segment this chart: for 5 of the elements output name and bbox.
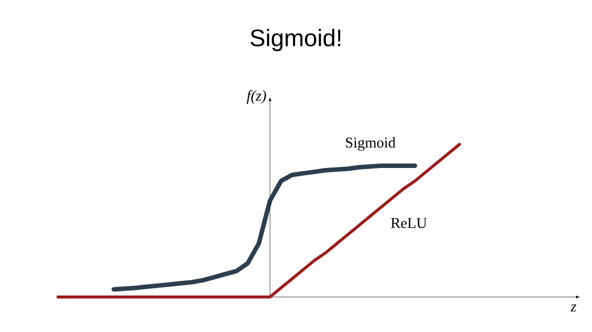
series-label: ReLU xyxy=(391,218,427,228)
text: z xyxy=(570,304,576,312)
y-axis-title: f(z) xyxy=(246,90,266,104)
series-label: Sigmoid xyxy=(346,137,396,151)
chart-title: Sigmoid! xyxy=(250,28,340,52)
